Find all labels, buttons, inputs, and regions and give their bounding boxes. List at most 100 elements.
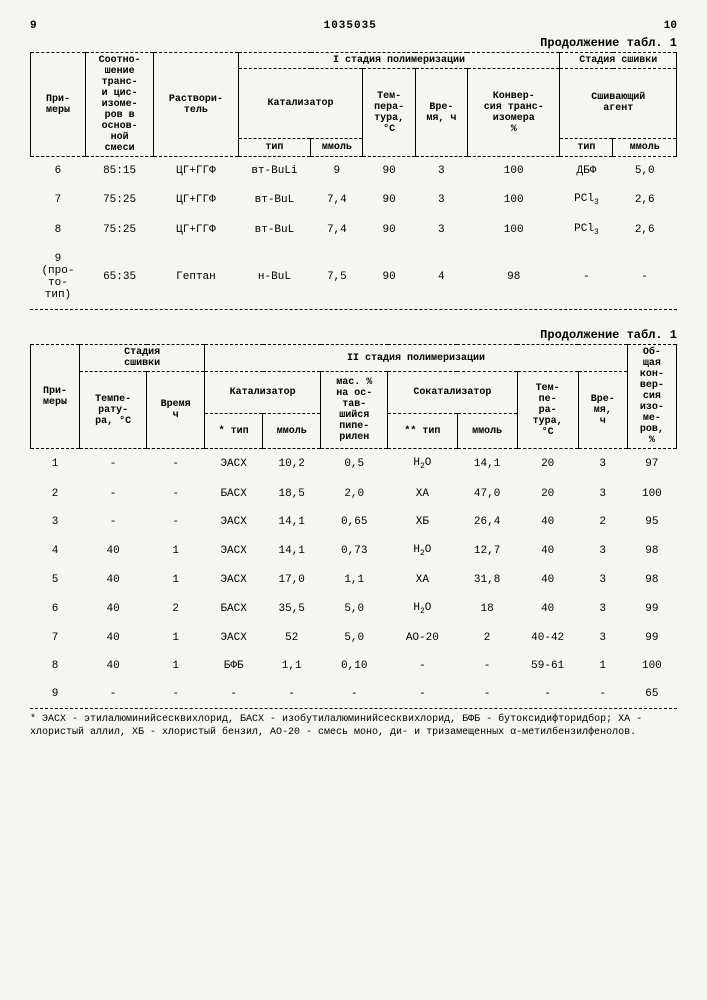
table-row: 1--ЭАСХ10,20,5H2O14,120397	[31, 449, 677, 480]
cell: 1,1	[321, 566, 388, 594]
cell: АО-20	[388, 624, 457, 652]
table-row: 9(про-то-тип)65:35Гептанн-BuL7,590498--	[31, 245, 677, 309]
cell: H2O	[388, 536, 457, 566]
cell: 100	[627, 480, 676, 508]
cell: ЭАСХ	[205, 536, 263, 566]
cell: 2,6	[613, 185, 677, 215]
cell: 8	[31, 215, 86, 245]
t1-h-examples: При-меры	[31, 53, 86, 157]
t2-h-stage2: II стадия полимеризации	[205, 345, 628, 372]
cell: 40	[80, 594, 147, 624]
cell: ЭАСХ	[205, 449, 263, 480]
page-left: 9	[30, 20, 37, 32]
cell: вт-BuL	[238, 185, 311, 215]
cell: ЭАСХ	[205, 566, 263, 594]
t2-h-catmmol: ммоль	[263, 413, 321, 449]
cell: 7,5	[311, 245, 363, 309]
cell: 26,4	[457, 508, 517, 536]
cell: 3	[578, 449, 627, 480]
cell: 100	[627, 652, 676, 680]
t1-h-catalyst: Катализатор	[238, 69, 363, 139]
cell: -	[147, 508, 205, 536]
t1-h-cattype: тип	[238, 138, 311, 156]
cell: 5,0	[321, 624, 388, 652]
footnote: * ЭАСХ - этилалюминийсесквихлорид, БАСХ …	[30, 713, 677, 739]
cell: БАСХ	[205, 594, 263, 624]
cell: 100	[467, 215, 559, 245]
cell: 65:35	[85, 245, 153, 309]
cell: 0,10	[321, 652, 388, 680]
cell: 3	[578, 566, 627, 594]
table-row: 5401ЭАСХ17,01,1ХА31,840398	[31, 566, 677, 594]
t1-h-conv: Конвер-сия транс-изомера%	[467, 69, 559, 157]
cell: 4	[415, 245, 467, 309]
t1-h-time: Вре-мя, ч	[415, 69, 467, 157]
cell: ЭАСХ	[205, 624, 263, 652]
cell: -	[147, 480, 205, 508]
table-row: 875:25ЦГ+ГГФвт-BuL7,4903100PCl32,6	[31, 215, 677, 245]
cell: H2O	[388, 594, 457, 624]
cell: ХБ	[388, 508, 457, 536]
cell: 85:15	[85, 157, 153, 186]
cell: ДБФ	[560, 157, 613, 186]
cell: 1	[147, 566, 205, 594]
cell: -	[560, 245, 613, 309]
cell: Гептан	[154, 245, 238, 309]
cell: 98	[627, 536, 676, 566]
cell: 0,5	[321, 449, 388, 480]
cell: 1	[578, 652, 627, 680]
table-row: 9---------65	[31, 680, 677, 708]
t2-h-mass: мас. %на ос-тав-шийсяпипе-рилен	[321, 372, 388, 449]
doc-number: 1035035	[324, 20, 377, 32]
table-row: 685:15ЦГ+ГГФвт-BuLi9903100ДБФ5,0	[31, 157, 677, 186]
cell: 17,0	[263, 566, 321, 594]
cell: 59-61	[517, 652, 578, 680]
cell: БАСХ	[205, 480, 263, 508]
cell: -	[388, 680, 457, 708]
cell: -	[263, 680, 321, 708]
cell: 98	[627, 566, 676, 594]
cell: 0,73	[321, 536, 388, 566]
cell: 1	[31, 449, 80, 480]
cell: 2	[147, 594, 205, 624]
cell: БФБ	[205, 652, 263, 680]
cell: 65	[627, 680, 676, 708]
cell: -	[321, 680, 388, 708]
t1-h-solvent: Раствори-тель	[154, 53, 238, 157]
cell: 40	[517, 508, 578, 536]
table-1: При-меры Соотно-шениетранс-и цис-изоме-р…	[30, 52, 677, 309]
cell: -	[147, 449, 205, 480]
cell: 20	[517, 480, 578, 508]
cell: 2	[457, 624, 517, 652]
cell: 95	[627, 508, 676, 536]
cell: 40	[517, 536, 578, 566]
cell: ЭАСХ	[205, 508, 263, 536]
cell: 6	[31, 157, 86, 186]
cell: 3	[578, 536, 627, 566]
table-row: 7401ЭАСХ525,0АО-20240-42399	[31, 624, 677, 652]
cell: ЦГ+ГГФ	[154, 157, 238, 186]
cell: 3	[578, 624, 627, 652]
t1-h-catmmol: ммоль	[311, 138, 363, 156]
cell: -	[80, 680, 147, 708]
cell: 90	[363, 215, 415, 245]
t1-h-ratio: Соотно-шениетранс-и цис-изоме-ров воснов…	[85, 53, 153, 157]
cell: 14,1	[457, 449, 517, 480]
cell: ЦГ+ГГФ	[154, 185, 238, 215]
table-row: 775:25ЦГ+ГГФвт-BuL7,4903100PCl32,6	[31, 185, 677, 215]
cell: 1	[147, 624, 205, 652]
cell: PCl3	[560, 185, 613, 215]
cell: 98	[467, 245, 559, 309]
t2-h-cattype: * тип	[205, 413, 263, 449]
cell: 0,65	[321, 508, 388, 536]
cell: 7,4	[311, 215, 363, 245]
t2-h-temp: Тем-пе-ра-тура,°С	[517, 372, 578, 449]
cell: 20	[517, 449, 578, 480]
cell: 2	[578, 508, 627, 536]
cell: -	[457, 680, 517, 708]
cell: -	[205, 680, 263, 708]
cell: 99	[627, 594, 676, 624]
cell: 3	[415, 157, 467, 186]
cell: 3	[578, 594, 627, 624]
cell: 100	[467, 185, 559, 215]
